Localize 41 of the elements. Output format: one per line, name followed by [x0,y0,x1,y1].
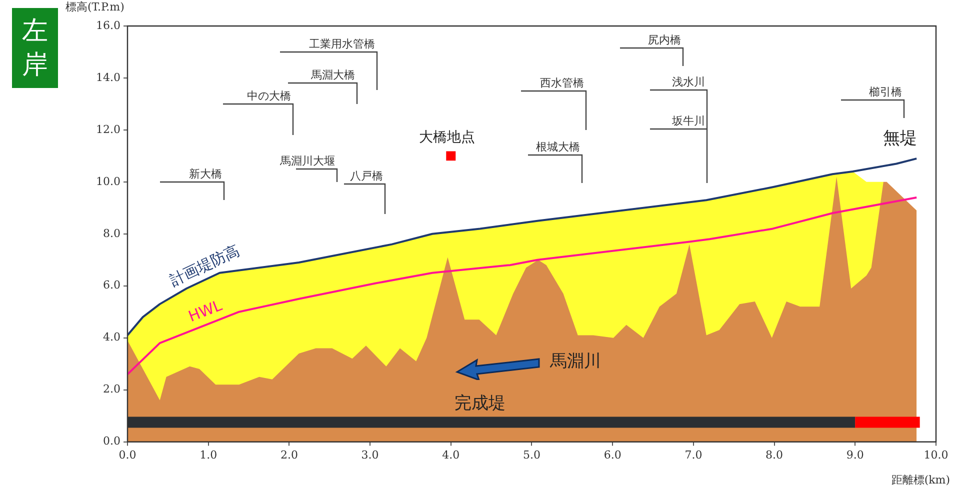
x-tick-label: 3.0 [361,448,379,462]
annotation: 西水管橋 [540,76,584,90]
annotation: 大橋地点 [419,130,475,146]
chart-title: 左岸 [12,8,58,88]
annotation: 工業用水管橋 [309,37,375,50]
annotation: 新大橋 [189,167,222,180]
annotation: 中の大橋 [247,89,291,102]
y-tick-label: 2.0 [102,382,120,396]
x-tick-label: 0.0 [118,448,136,462]
x-tick-label: 7.0 [684,448,702,462]
x-tick-label: 6.0 [604,448,622,462]
text: HWL [186,296,226,326]
annotation: 尻内橋 [648,33,681,46]
x-tick-label: 10.0 [924,448,948,462]
annotation: 浅水川 [672,75,705,88]
x-tick-label: 4.0 [442,448,460,462]
y-tick-label: 6.0 [102,278,120,292]
annotation: 馬淵川 [549,351,601,372]
x-tick-label: 2.0 [280,448,298,462]
annotation: 根城大橋 [536,140,580,154]
x-tick-label: 8.0 [766,448,784,462]
y-tick-label: 14.0 [96,70,120,84]
y-tick-label: 16.0 [96,18,120,32]
y-tick-label: 10.0 [96,174,120,188]
y-tick-label: 0.0 [102,434,120,448]
annotation: 櫛引橋 [869,85,902,98]
x-tick-label: 9.0 [846,448,864,462]
text: 計画堤防高 [166,241,242,290]
annotation: 八戸橋 [350,169,383,182]
annotation: 坂牛川 [671,114,705,128]
annotation: 馬淵川大堰 [279,154,335,168]
annotation: 馬淵大橋 [310,68,355,82]
annotation: 無堤 [883,128,917,148]
annotation: 完成堤 [454,393,506,414]
y-tick-label: 4.0 [102,330,120,344]
y-tick-label: 12.0 [96,122,120,136]
x-tick-label: 1.0 [200,448,218,462]
y-axis-title: 標高(T.P.m) [65,0,124,14]
y-tick-label: 8.0 [102,226,120,240]
x-tick-label: 5.0 [522,448,540,462]
x-axis-title: 距離標(km) [891,473,950,486]
